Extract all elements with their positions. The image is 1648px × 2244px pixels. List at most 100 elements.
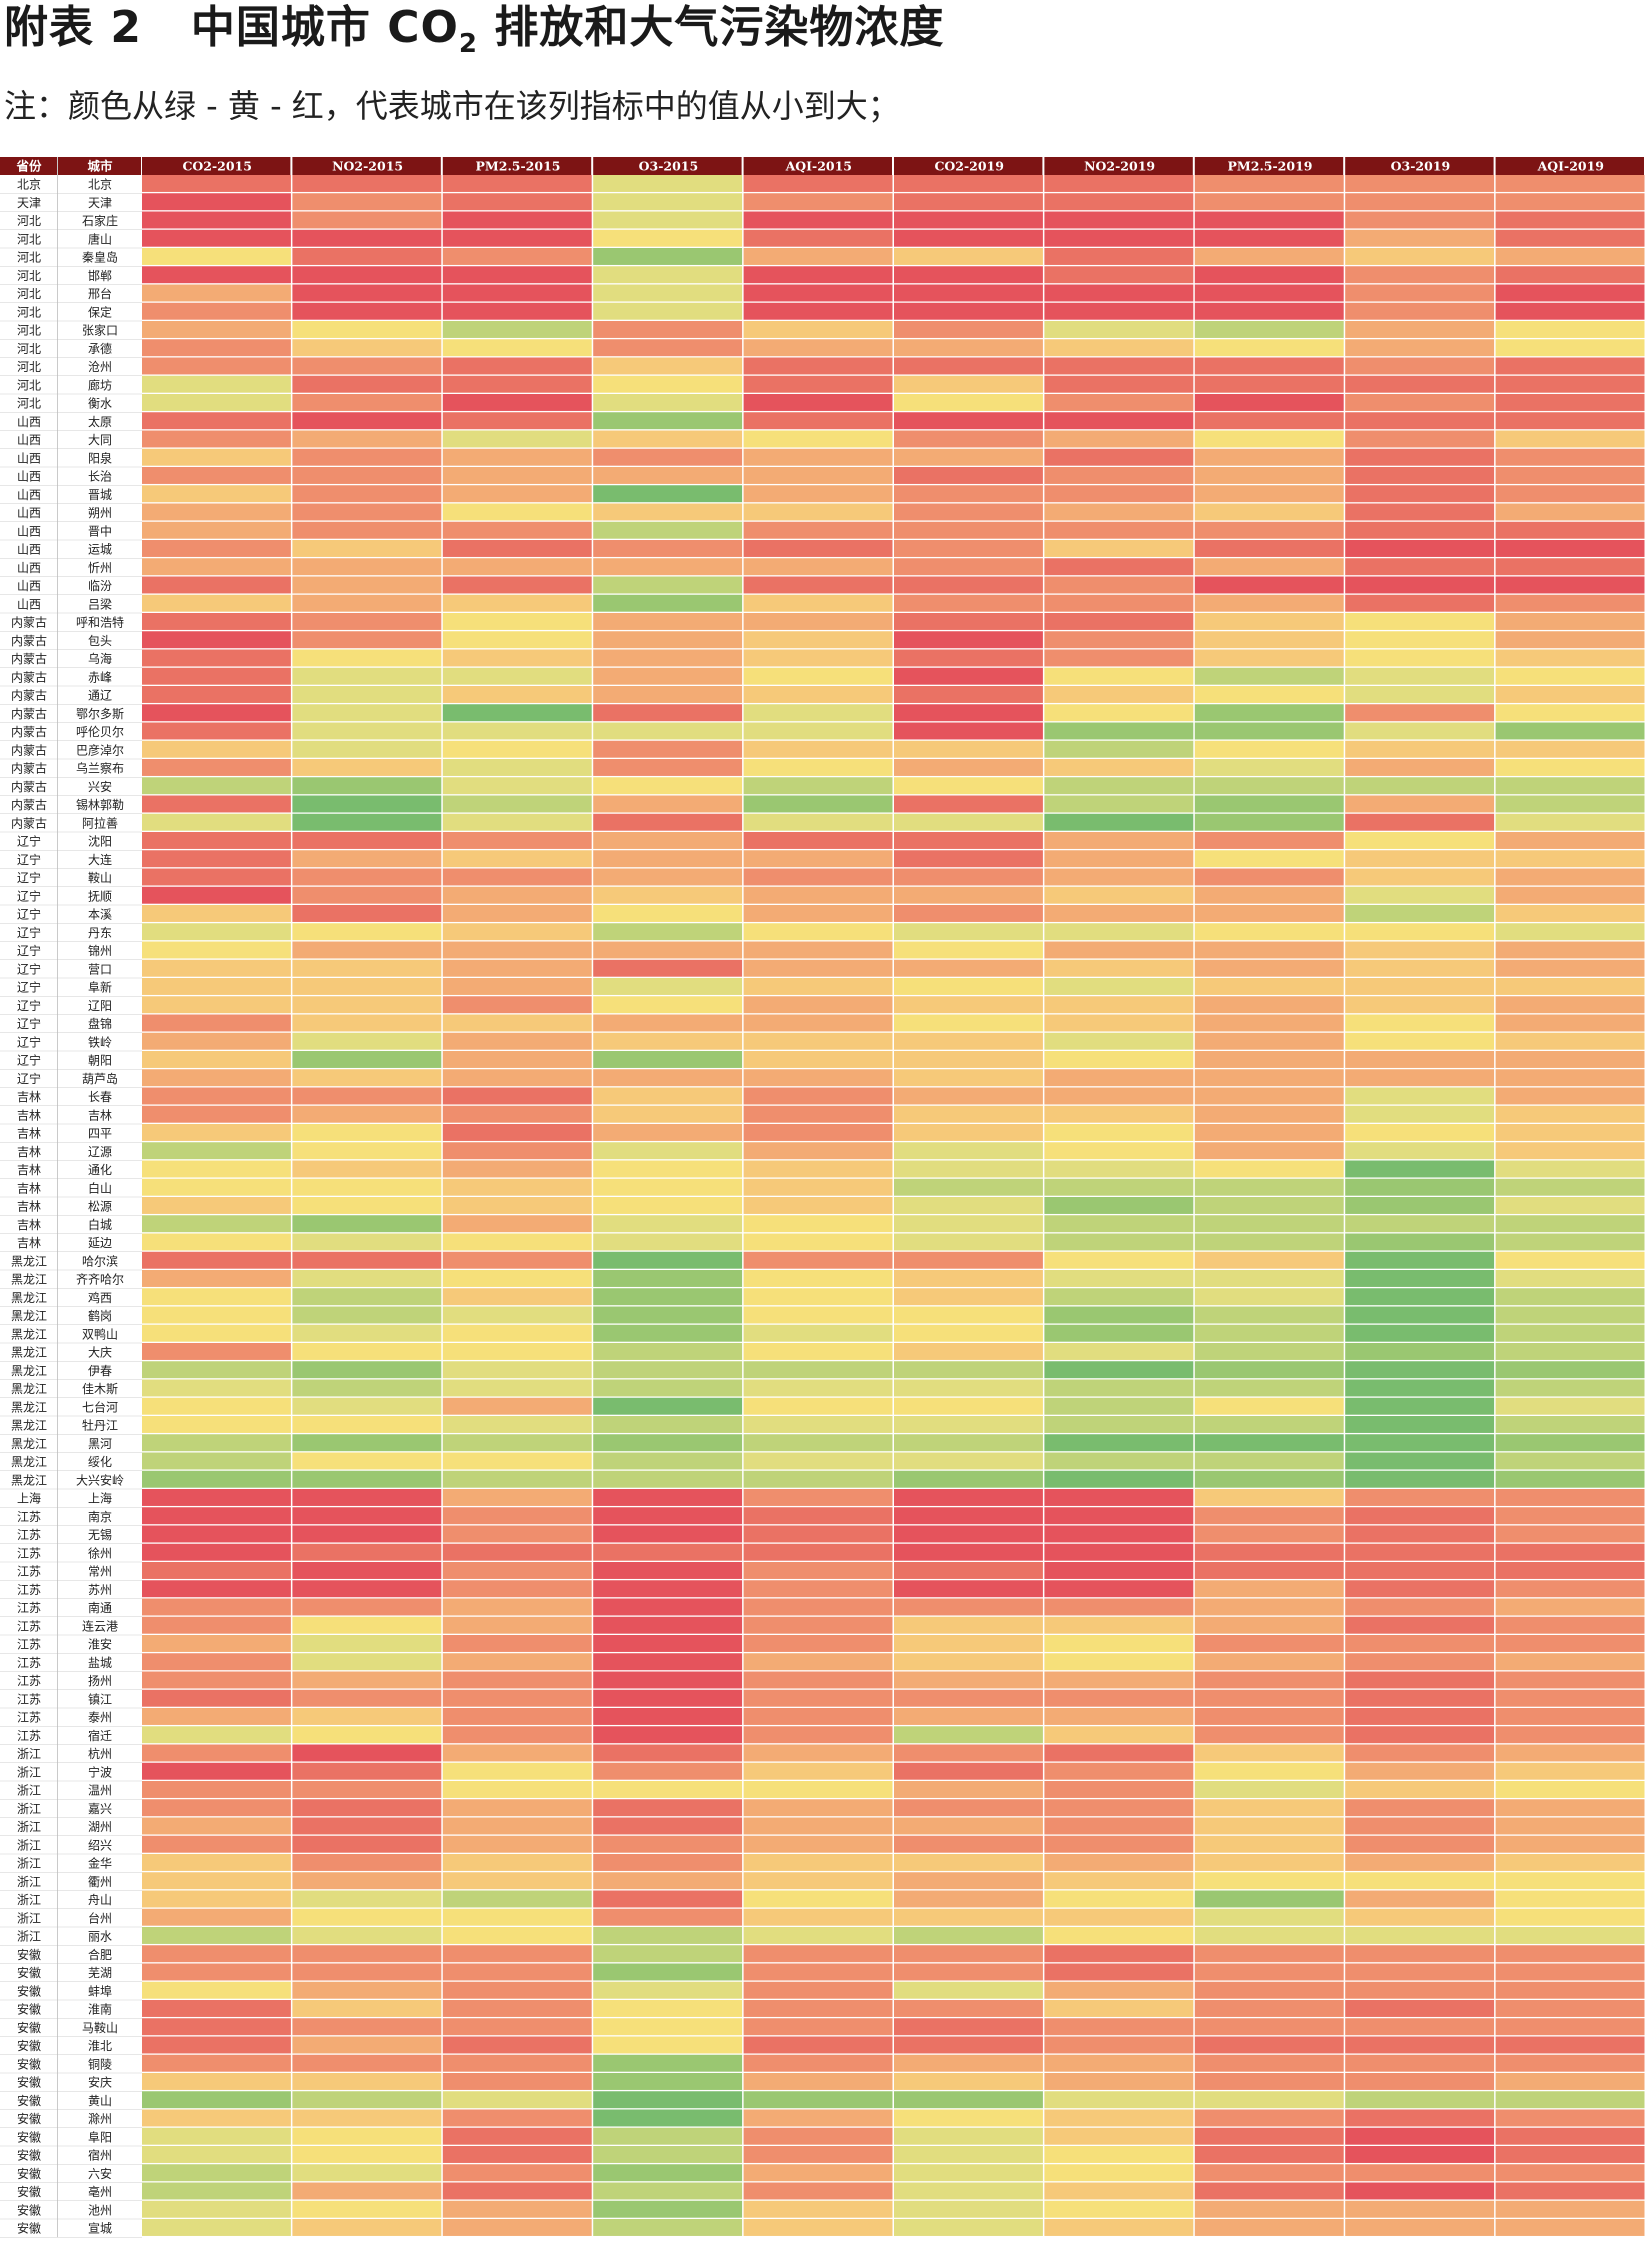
row-province-label: 安徽 <box>17 2038 41 2053</box>
row-city-label: 丽水 <box>88 1930 112 1944</box>
heatmap-cell <box>1345 1343 1495 1360</box>
heatmap-cell <box>1345 1142 1495 1160</box>
heatmap-cell <box>1044 649 1194 667</box>
heatmap-cell <box>1495 1616 1645 1634</box>
heatmap-cell <box>743 850 893 868</box>
row-province-label: 北京 <box>17 178 41 192</box>
heatmap-cell <box>894 2164 1043 2182</box>
heatmap-cell <box>1495 1087 1645 1105</box>
heatmap-cell <box>142 1069 291 1087</box>
heatmap-cell <box>1345 905 1495 922</box>
heatmap-cell <box>1044 1051 1194 1068</box>
heatmap-cell <box>1194 2146 1344 2163</box>
heatmap-cell <box>1194 1014 1344 1032</box>
heatmap-cell <box>1194 613 1344 630</box>
heatmap-cell <box>894 229 1043 247</box>
heatmap-cell <box>1495 1251 1645 1269</box>
heatmap-cell <box>1495 2109 1645 2127</box>
heatmap-cell <box>1044 2164 1194 2182</box>
heatmap-cell <box>743 1543 893 1561</box>
heatmap-cell <box>1345 375 1495 393</box>
heatmap-cell <box>292 1306 442 1324</box>
column-header-label: PM2.5-2015 <box>476 159 561 174</box>
heatmap-cell <box>743 1361 893 1379</box>
heatmap-cell <box>1495 759 1645 776</box>
heatmap-cell <box>743 2036 893 2054</box>
column-header-label: AQI-2019 <box>1537 159 1604 174</box>
heatmap-cell <box>593 1306 743 1324</box>
column-header-cell <box>1345 157 1494 175</box>
heatmap-cell <box>743 175 893 192</box>
heatmap-cell <box>743 1635 893 1652</box>
heatmap-cell <box>1495 1671 1645 1689</box>
row-province-label: 辽宁 <box>17 961 41 976</box>
row-city-label: 佳木斯 <box>82 1382 118 1396</box>
heatmap-cell <box>1194 1343 1344 1360</box>
heatmap-cell <box>1495 1069 1645 1087</box>
heatmap-cell <box>142 576 291 594</box>
heatmap-cell <box>1194 850 1344 868</box>
row-province-label: 天津 <box>17 196 41 210</box>
heatmap-cell <box>292 1799 442 1817</box>
row-city-label: 苏州 <box>88 1583 112 1597</box>
row-province-label: 安徽 <box>17 2166 41 2181</box>
row-city-label: 呼和浩特 <box>76 615 124 630</box>
row-province-label: 黑龙江 <box>11 1400 47 1414</box>
heatmap-cell <box>743 722 893 740</box>
heatmap-cell <box>142 1288 291 1306</box>
heatmap-cell <box>442 1598 592 1616</box>
row-province-label: 内蒙古 <box>11 633 47 648</box>
heatmap-cell <box>142 613 291 630</box>
heatmap-cell <box>743 1799 893 1817</box>
heatmap-cell <box>593 795 743 813</box>
heatmap-cell <box>1044 375 1194 393</box>
row-province-label: 内蒙古 <box>11 706 47 721</box>
heatmap-cell <box>1495 412 1645 430</box>
heatmap-cell <box>1044 886 1194 904</box>
heatmap-cell <box>1495 1963 1645 1981</box>
heatmap-cell <box>1345 1032 1495 1050</box>
heatmap-cell <box>1194 321 1344 338</box>
heatmap-cell <box>1345 2109 1495 2127</box>
header-cell-city <box>58 157 141 175</box>
heatmap-cell <box>743 1835 893 1853</box>
heatmap-cell <box>142 339 291 357</box>
heatmap-cell <box>1194 1963 1344 1981</box>
heatmap-cell <box>1194 1507 1344 1525</box>
heatmap-cell <box>1345 467 1495 484</box>
heatmap-cell <box>894 1890 1043 1908</box>
heatmap-cell <box>292 521 442 539</box>
heatmap-cell <box>743 1963 893 1981</box>
heatmap-cell <box>1194 759 1344 776</box>
heatmap-cell <box>593 485 743 503</box>
heatmap-cell <box>292 1087 442 1105</box>
heatmap-cell <box>593 1288 743 1306</box>
heatmap-cell <box>593 248 743 265</box>
row-city-label: 阿拉善 <box>82 815 118 830</box>
heatmap-cell <box>1044 2146 1194 2163</box>
heatmap-cell <box>442 941 592 959</box>
heatmap-cell <box>292 1014 442 1032</box>
row-city-label: 抚顺 <box>88 889 112 903</box>
heatmap-cell <box>593 375 743 393</box>
heatmap-cell <box>1345 430 1495 448</box>
heatmap-cell <box>292 1671 442 1689</box>
heatmap-cell <box>442 1872 592 1890</box>
heatmap-cell <box>292 649 442 667</box>
heatmap-cell <box>593 302 743 320</box>
heatmap-cell <box>1044 1197 1194 1214</box>
heatmap-cell <box>1194 1233 1344 1251</box>
heatmap-cell <box>894 430 1043 448</box>
heatmap-cell <box>743 1525 893 1543</box>
heatmap-cell <box>142 1525 291 1543</box>
heatmap-cell <box>894 850 1043 868</box>
heatmap-cell <box>1495 1653 1645 1671</box>
heatmap-cell <box>442 1361 592 1379</box>
heatmap-cell <box>743 2127 893 2145</box>
heatmap-cell <box>442 594 592 612</box>
heatmap-cell <box>1194 266 1344 284</box>
heatmap-cell <box>1495 266 1645 284</box>
heatmap-cell <box>442 302 592 320</box>
row-province-label: 黑龙江 <box>11 1455 47 1469</box>
heatmap-cell <box>894 1051 1043 1068</box>
